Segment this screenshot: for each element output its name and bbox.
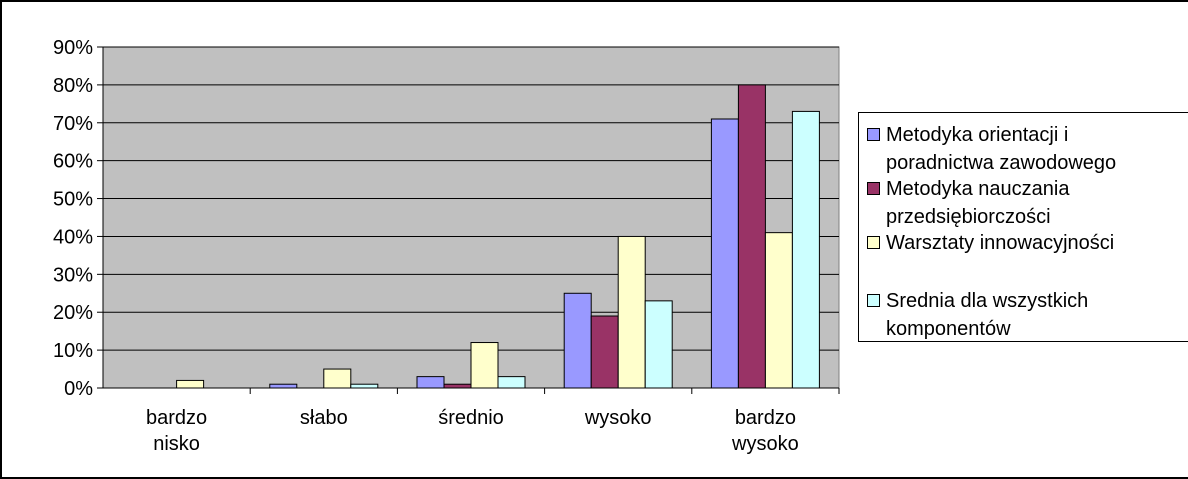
- y-tick-label: 50%: [53, 189, 93, 211]
- bar: [590, 315, 619, 389]
- legend-label: Metodyka nauczania przedsiębiorczości: [886, 178, 1070, 228]
- bar: [269, 383, 298, 389]
- bar: [176, 379, 205, 389]
- bar: [497, 376, 526, 389]
- legend-label: Warsztaty innowacyjności: [886, 232, 1115, 254]
- legend-swatch: [867, 294, 880, 307]
- legend-swatch: [867, 182, 880, 195]
- legend-item: Srednia dla wszystkich komponentów: [867, 287, 1188, 343]
- bar: [710, 118, 739, 389]
- bar: [470, 342, 499, 389]
- y-tick-label: 40%: [53, 226, 93, 248]
- y-tick-label: 70%: [53, 113, 93, 135]
- y-tick-label: 60%: [53, 151, 93, 173]
- legend-item: Warsztaty innowacyjności: [867, 229, 1188, 257]
- x-tick-label: bardzo nisko: [146, 407, 207, 455]
- legend: Metodyka orientacji i poradnictwa zawodo…: [858, 112, 1188, 342]
- bar: [416, 376, 445, 389]
- bar: [443, 383, 472, 389]
- y-tick-label: 20%: [53, 302, 93, 324]
- legend-item: Metodyka nauczania przedsiębiorczości: [867, 175, 1188, 231]
- legend-swatch: [867, 128, 880, 141]
- bar: [350, 383, 379, 389]
- legend-item: Metodyka orientacji i poradnictwa zawodo…: [867, 121, 1188, 177]
- y-tick-label: 0%: [64, 378, 93, 400]
- x-tick-label: bardzo wysoko: [731, 407, 799, 455]
- legend-label: Srednia dla wszystkich komponentów: [886, 290, 1089, 340]
- bar: [617, 235, 646, 389]
- x-tick-label: słabo: [300, 407, 348, 429]
- y-tick-label: 30%: [53, 264, 93, 286]
- bar: [791, 110, 820, 389]
- bar: [644, 300, 673, 389]
- bar: [737, 84, 766, 389]
- legend-label: Metodyka orientacji i poradnictwa zawodo…: [886, 124, 1117, 174]
- y-tick-label: 10%: [53, 340, 93, 362]
- x-tick-label: wysoko: [584, 407, 652, 429]
- y-tick-label: 80%: [53, 75, 93, 97]
- bar: [563, 292, 592, 389]
- y-tick-label: 90%: [53, 37, 93, 59]
- x-tick-label: średnio: [438, 407, 504, 429]
- bar: [323, 368, 352, 389]
- legend-swatch: [867, 236, 880, 249]
- bar: [764, 232, 793, 389]
